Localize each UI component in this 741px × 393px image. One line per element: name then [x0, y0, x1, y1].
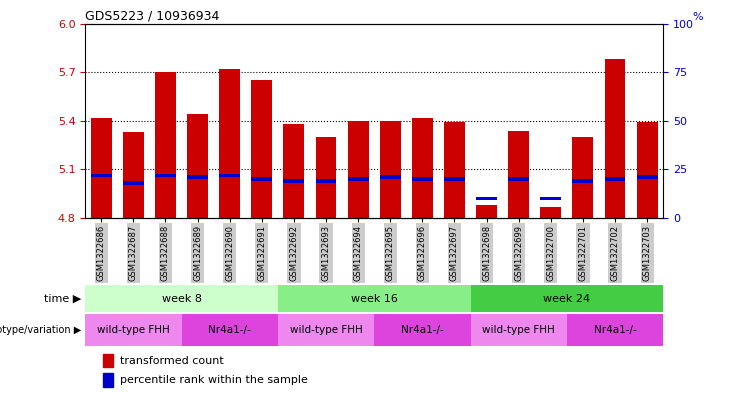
Bar — [316, 179, 336, 183]
Bar — [444, 177, 465, 181]
Bar — [219, 69, 240, 218]
Bar — [476, 197, 497, 200]
Bar — [471, 314, 567, 346]
Bar — [508, 177, 529, 181]
Text: wild-type FHH: wild-type FHH — [97, 325, 170, 335]
Bar — [278, 314, 374, 346]
Bar — [284, 124, 305, 218]
Text: wild-type FHH: wild-type FHH — [482, 325, 555, 335]
Bar — [471, 285, 663, 312]
Bar — [508, 130, 529, 218]
Bar — [85, 285, 278, 312]
Text: week 8: week 8 — [162, 294, 202, 304]
Text: %: % — [693, 12, 703, 22]
Bar — [476, 205, 497, 218]
Bar — [412, 177, 433, 181]
Bar — [85, 314, 182, 346]
Bar — [348, 177, 368, 181]
Bar — [412, 118, 433, 218]
Bar — [187, 176, 208, 179]
Bar — [444, 123, 465, 218]
Bar — [348, 121, 368, 218]
Text: Nr4a1-/-: Nr4a1-/- — [208, 325, 251, 335]
Bar — [155, 174, 176, 177]
Bar — [637, 176, 657, 179]
Bar — [573, 137, 594, 218]
Text: GDS5223 / 10936934: GDS5223 / 10936934 — [85, 9, 219, 22]
Text: time ▶: time ▶ — [44, 294, 82, 304]
Bar — [380, 121, 401, 218]
Bar — [251, 177, 272, 181]
Text: transformed count: transformed count — [120, 356, 224, 366]
Bar — [91, 174, 112, 177]
Bar — [573, 179, 594, 183]
Bar — [278, 285, 471, 312]
Text: Nr4a1-/-: Nr4a1-/- — [594, 325, 637, 335]
Bar — [374, 314, 471, 346]
Bar — [540, 197, 561, 200]
Bar — [123, 132, 144, 218]
Bar — [540, 207, 561, 218]
Bar — [155, 72, 176, 218]
Bar — [605, 177, 625, 181]
Bar — [637, 123, 657, 218]
Bar — [251, 80, 272, 218]
Text: Nr4a1-/-: Nr4a1-/- — [401, 325, 444, 335]
Bar — [567, 314, 663, 346]
Bar — [380, 176, 401, 179]
Bar — [102, 373, 113, 387]
Text: genotype/variation ▶: genotype/variation ▶ — [0, 325, 82, 335]
Text: wild-type FHH: wild-type FHH — [290, 325, 362, 335]
Bar — [102, 354, 113, 367]
Bar — [284, 179, 305, 183]
Text: percentile rank within the sample: percentile rank within the sample — [120, 375, 308, 386]
Bar — [219, 174, 240, 177]
Bar — [316, 137, 336, 218]
Bar — [91, 118, 112, 218]
Bar — [187, 114, 208, 218]
Bar — [605, 59, 625, 218]
Bar — [182, 314, 278, 346]
Bar — [123, 181, 144, 185]
Text: week 16: week 16 — [350, 294, 398, 304]
Text: week 24: week 24 — [543, 294, 591, 304]
